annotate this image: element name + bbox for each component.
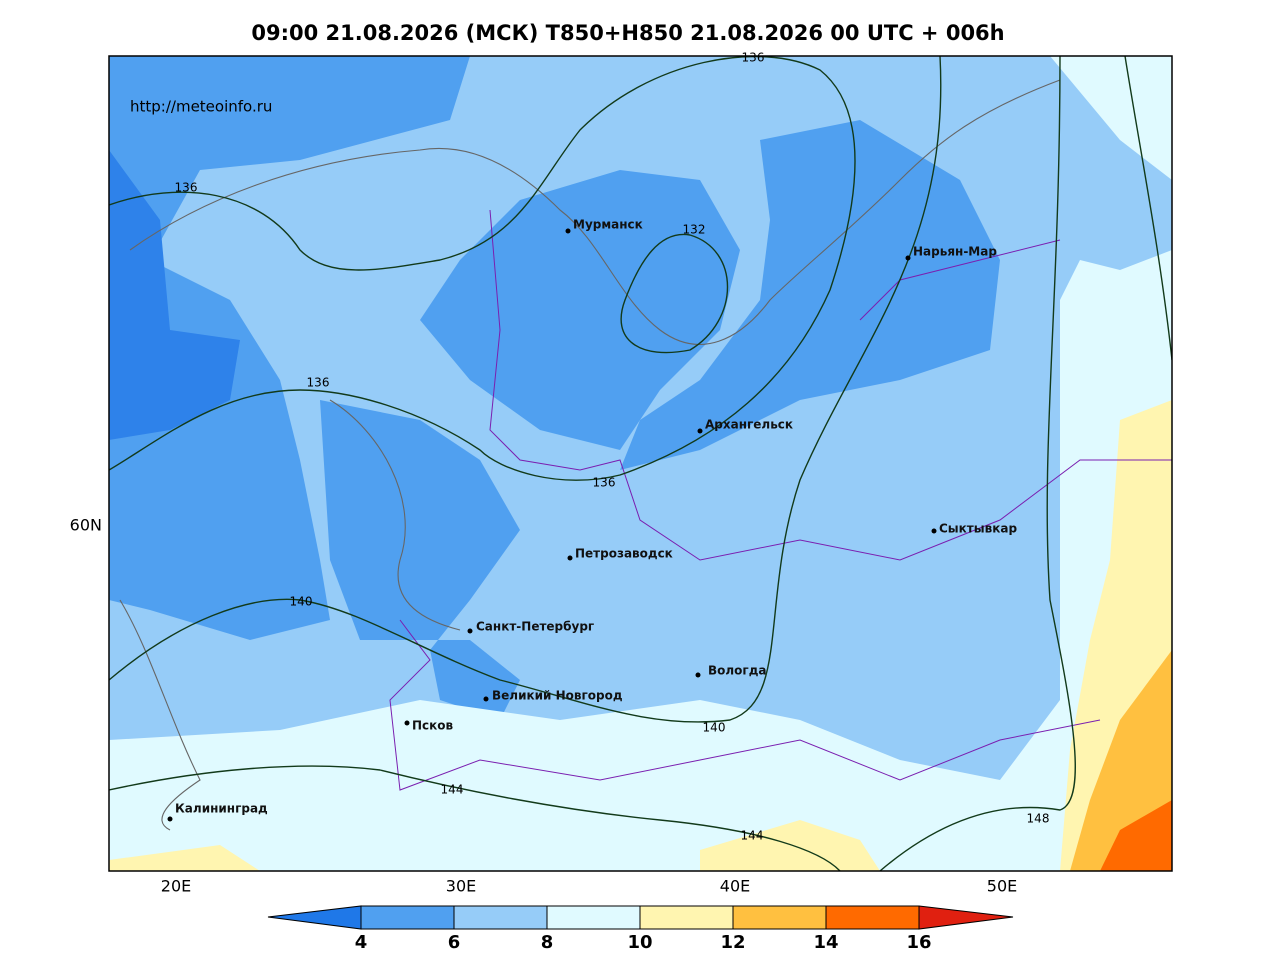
lat-label: 60N	[70, 516, 102, 535]
city-label: Нарьян-Мар	[913, 245, 997, 259]
city-dot	[565, 228, 571, 234]
colorbar-label: 10	[627, 932, 652, 953]
cities: Мурманск Нарьян-Мар Архангельск Сыктывка…	[167, 218, 1017, 822]
contour-labels: 136 136 136 136 132 140 140 144 144 148	[175, 51, 1050, 843]
colorbar-label: 12	[720, 932, 745, 953]
city-label: Великий Новгород	[492, 689, 623, 703]
contour-label: 136	[307, 376, 330, 390]
city-dot	[404, 720, 410, 726]
contour-label: 132	[683, 223, 706, 237]
city-label: Псков	[412, 719, 454, 733]
city-dot	[697, 428, 703, 434]
contour-label: 140	[703, 721, 726, 735]
map-frame	[108, 55, 1173, 872]
lon-label: 30E	[446, 877, 476, 896]
city-dot	[695, 672, 701, 678]
city-dot	[931, 528, 937, 534]
city-label: Санкт-Петербург	[476, 620, 594, 634]
city-label: Сыктывкар	[939, 522, 1017, 536]
map-field	[109, 56, 1172, 871]
colorbar-label: 4	[355, 932, 368, 953]
lon-label: 50E	[987, 877, 1017, 896]
colorbar	[267, 905, 1014, 930]
colorbar-label: 8	[541, 932, 554, 953]
contour-label: 136	[593, 476, 616, 490]
city-label: Вологда	[708, 664, 766, 678]
city-label: Мурманск	[573, 218, 643, 232]
contour-label: 136	[742, 51, 765, 65]
city-dot	[167, 816, 173, 822]
colorbar-cell	[546, 905, 641, 930]
city-dot	[467, 628, 473, 634]
contour-label: 144	[441, 783, 464, 797]
colorbar-cell	[453, 905, 548, 930]
city-dot	[483, 696, 489, 702]
map-title: 09:00 21.08.2026 (МСК) T850+H850 21.08.2…	[251, 21, 1004, 45]
colorbar-cell	[918, 905, 1014, 930]
lon-label: 40E	[720, 877, 750, 896]
colorbar-label: 16	[906, 932, 931, 953]
city-label: Петрозаводск	[575, 547, 673, 561]
lon-label: 20E	[161, 877, 191, 896]
colorbar-cell	[267, 905, 362, 930]
colorbar-cell	[639, 905, 734, 930]
contour-label: 148	[1027, 812, 1050, 826]
contour-label: 136	[175, 181, 198, 195]
city-label: Архангельск	[705, 418, 793, 432]
contour-label: 144	[741, 829, 764, 843]
city-dot	[567, 555, 573, 561]
city-label: Калининград	[175, 802, 268, 816]
watermark: http://meteoinfo.ru	[130, 98, 272, 116]
colorbar-cell	[825, 905, 920, 930]
colorbar-cell	[732, 905, 827, 930]
city-dot	[905, 255, 911, 261]
colorbar-cell	[360, 905, 455, 930]
contour-label: 140	[290, 595, 313, 609]
colorbar-label: 6	[448, 932, 461, 953]
colorbar-label: 14	[813, 932, 838, 953]
